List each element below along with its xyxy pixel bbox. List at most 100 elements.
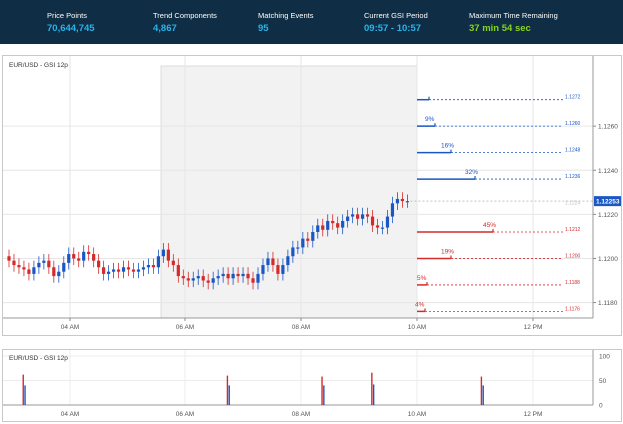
candle-body [191,278,195,281]
candle-body [77,258,81,261]
forecast-level-price: 1.1176 [565,306,580,312]
main-chart-title: EUR/USD - GSI 12p [9,62,68,69]
candle-body [261,265,265,274]
candle-body [385,216,390,228]
candle-body [111,269,116,272]
forecast-level-price: 1.1236 [565,174,581,180]
sub-x-tick-label: 12 PM [524,411,543,418]
candle-body [161,249,165,257]
sub-bar-blue [482,385,484,405]
candle-body [121,267,126,272]
candle-body [331,220,335,224]
candle-body [266,258,270,266]
y-tick-label: 1.1240 [598,168,618,175]
forecast-level-percent: 45% [483,222,496,229]
candle-body [316,225,320,232]
stat-value: 09:57 - 10:57 [364,23,422,34]
forecast-level-price: 1.1188 [565,280,580,286]
stat-max-time-remaining: Maximum Time Remaining 37 min 54 sec [469,11,558,35]
gsi-period-highlight [160,65,418,319]
y-tick-label: 1.1200 [598,256,618,263]
candle-body [72,254,76,259]
sub-y-tick-label: 50 [599,378,607,385]
candle-body [116,269,121,272]
candle-body [196,276,200,279]
candle-body [42,260,46,263]
current-price-tag [594,196,621,207]
candle-body [291,247,295,257]
candle-body [166,249,170,261]
sub-chart-panel[interactable]: 100 50 0 04 AM 06 AM 08 AM 10 AM 12 PM EUR/USD … [2,349,622,422]
candle-body [321,225,325,230]
sub-y-tick-label: 100 [599,354,610,361]
stat-price-points: Price Points 70,644,745 [47,11,95,35]
main-chart-panel[interactable]: 1.1180 1.1200 1.1220 1.1240 1.1260 04 AM 06 AM… [2,55,622,336]
stat-label: Matching Events [258,11,314,20]
candle-body [156,256,160,268]
candle-body [181,276,185,279]
candle-body [17,265,21,268]
candle-body [37,262,41,268]
candle-body [365,214,370,217]
candle-body [236,273,240,277]
candle-body [201,276,205,281]
forecast-level-percent: 32% [465,169,478,176]
sub-bar-red [321,376,323,405]
candle-body [360,214,365,219]
sub-chart-svg[interactable]: 100 50 0 04 AM 06 AM 08 AM 10 AM 12 PM [3,350,621,421]
candle-body [12,260,16,266]
sub-bar-blue [24,385,26,405]
candle-body [241,273,245,277]
candle-body [22,267,26,270]
main-chart-svg[interactable]: 1.1180 1.1200 1.1220 1.1240 1.1260 04 AM 06 AM… [3,56,621,335]
y-tick-label: 1.1260 [598,124,618,131]
x-tick-label: 06 AM [176,324,194,331]
candle-body [306,238,310,241]
candle-body [400,198,405,202]
candle-body [380,227,385,229]
candle-body [375,225,380,228]
candle-body [326,220,330,230]
stat-value: 4,867 [153,23,177,34]
stat-label: Current GSI Period [364,11,428,20]
x-tick-label: 12 PM [524,324,543,331]
stat-matching-events: Matching Events 95 [258,11,313,35]
candle-body [296,247,300,249]
candle-body [92,254,96,261]
stat-current-gsi-period: Current GSI Period 09:57 - 10:57 [364,11,428,35]
candle-body [107,271,111,274]
stat-label: Price Points [47,11,88,20]
candle-body [276,265,280,274]
candle-body [126,267,131,270]
candle-body [311,232,315,241]
candle-body [67,254,71,263]
x-tick-label: 10 AM [408,324,426,331]
forecast-level-price: 1.1260 [565,121,581,127]
forecast-level-percent: 5% [417,275,427,282]
candle-body [211,278,215,283]
candle-body [221,273,225,277]
candle-body [131,269,136,272]
stat-label: Trend Components [153,11,217,20]
current-price-label: 1.12253 [596,199,620,206]
forecast-level-price: 1.1200 [565,253,581,259]
sub-x-tick-label: 04 AM [61,411,79,418]
candle-body [136,269,141,272]
candle-body [176,265,180,277]
sub-y-tick-label: 0 [599,403,603,410]
candle-body [102,267,106,274]
candle-body [351,214,355,217]
candle-body [405,201,409,203]
stat-value: 37 min 54 sec [469,23,531,34]
forecast-level-percent: 9% [425,116,435,123]
stat-value: 95 [258,23,269,34]
stat-label: Maximum Time Remaining [469,11,558,20]
stat-trend-components: Trend Components 4,867 [153,11,217,35]
candle-body [141,267,146,270]
candle-body [171,260,175,266]
candle-body [251,278,255,283]
candle-body [87,251,91,255]
candle-body [82,251,86,261]
candle-body [390,203,395,217]
forecast-level-price: 1.1224 [565,201,581,207]
